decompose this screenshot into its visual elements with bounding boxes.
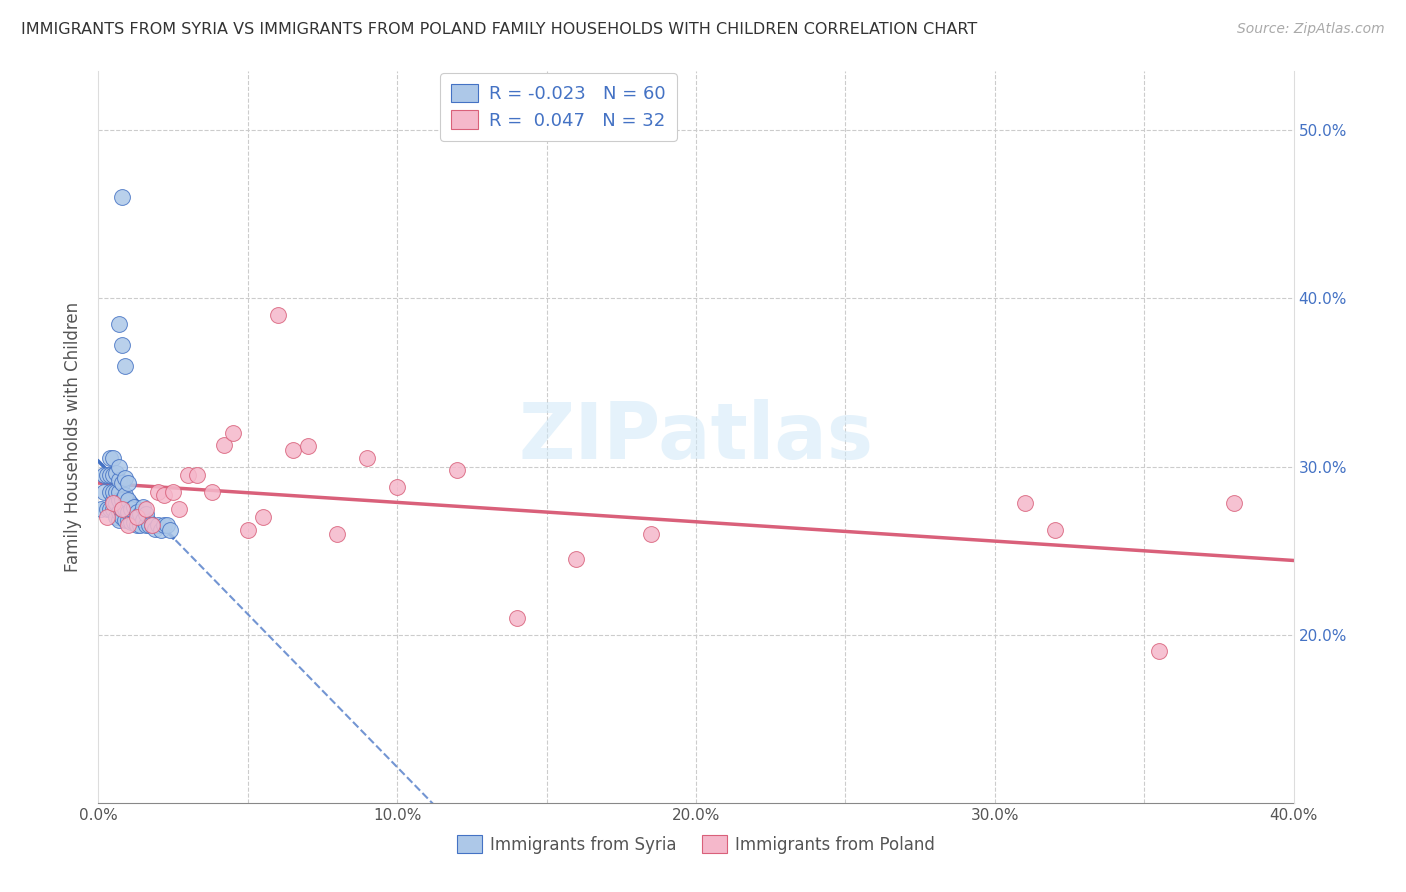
Point <box>356 451 378 466</box>
Point <box>127 505 149 519</box>
Point <box>105 510 128 524</box>
Point <box>222 425 245 440</box>
Text: Source: ZipAtlas.com: Source: ZipAtlas.com <box>1237 22 1385 37</box>
Point <box>150 524 173 538</box>
Point <box>1043 524 1066 538</box>
Point <box>111 501 134 516</box>
Point <box>132 513 155 527</box>
Point <box>252 510 274 524</box>
Y-axis label: Family Households with Children: Family Households with Children <box>65 302 83 572</box>
Point <box>141 518 163 533</box>
Point <box>153 488 176 502</box>
Point <box>124 515 146 529</box>
Point <box>98 467 122 482</box>
Point <box>117 513 139 527</box>
Point <box>111 501 134 516</box>
Point <box>267 308 290 322</box>
Point <box>114 471 136 485</box>
Point <box>117 476 139 491</box>
Point <box>108 505 131 519</box>
Point <box>117 493 139 508</box>
Point <box>105 496 128 510</box>
Point <box>236 524 259 538</box>
Point <box>111 493 134 508</box>
Point <box>105 467 128 481</box>
Point <box>108 317 131 331</box>
Point <box>98 451 122 466</box>
Point <box>124 500 146 514</box>
Point <box>385 480 409 494</box>
Point <box>120 515 142 529</box>
Point <box>96 467 118 482</box>
Point <box>103 496 125 510</box>
Point <box>129 507 152 521</box>
Point <box>446 463 468 477</box>
Point <box>108 513 131 527</box>
Point <box>135 501 157 516</box>
Legend: Immigrants from Syria, Immigrants from Poland: Immigrants from Syria, Immigrants from P… <box>450 829 942 860</box>
Point <box>162 484 184 499</box>
Point <box>281 442 304 457</box>
Point <box>159 524 181 538</box>
Point <box>96 510 118 524</box>
Point <box>201 484 224 499</box>
Point <box>212 437 235 451</box>
Point <box>96 501 118 516</box>
Point <box>117 505 139 519</box>
Point <box>177 467 200 482</box>
Point <box>90 501 112 516</box>
Point <box>297 439 319 453</box>
Point <box>103 467 125 482</box>
Point <box>108 493 131 508</box>
Point <box>105 484 128 499</box>
Point <box>117 518 139 533</box>
Point <box>114 501 136 516</box>
Point <box>141 518 163 533</box>
Point <box>326 526 349 541</box>
Point <box>138 518 160 533</box>
Point <box>143 522 166 536</box>
Point <box>111 510 134 524</box>
Point <box>153 518 176 533</box>
Point <box>114 513 136 527</box>
Point <box>1014 496 1036 510</box>
Point <box>98 484 122 499</box>
Point <box>127 510 149 524</box>
Point <box>148 484 170 499</box>
Point <box>127 518 149 533</box>
Point <box>506 611 529 625</box>
Point <box>111 190 134 204</box>
Point <box>640 526 662 541</box>
Point <box>167 501 190 516</box>
Text: IMMIGRANTS FROM SYRIA VS IMMIGRANTS FROM POLAND FAMILY HOUSEHOLDS WITH CHILDREN : IMMIGRANTS FROM SYRIA VS IMMIGRANTS FROM… <box>21 22 977 37</box>
Point <box>186 467 208 482</box>
Point <box>111 476 134 491</box>
Point <box>1147 644 1170 658</box>
Point <box>1223 496 1246 510</box>
Point <box>103 451 125 466</box>
Point <box>93 467 115 482</box>
Point <box>148 518 170 533</box>
Point <box>129 518 152 533</box>
Point <box>111 338 134 352</box>
Point <box>132 500 155 514</box>
Text: ZIPatlas: ZIPatlas <box>519 399 873 475</box>
Point <box>93 484 115 499</box>
Point <box>98 501 122 516</box>
Point <box>108 459 131 474</box>
Point <box>114 488 136 502</box>
Point <box>120 501 142 516</box>
Point <box>103 501 125 516</box>
Point <box>135 507 157 521</box>
Point <box>108 473 131 487</box>
Point <box>103 484 125 499</box>
Point <box>108 484 131 499</box>
Point <box>103 493 125 508</box>
Point <box>114 359 136 373</box>
Point <box>156 518 179 533</box>
Point <box>135 518 157 533</box>
Point <box>565 552 588 566</box>
